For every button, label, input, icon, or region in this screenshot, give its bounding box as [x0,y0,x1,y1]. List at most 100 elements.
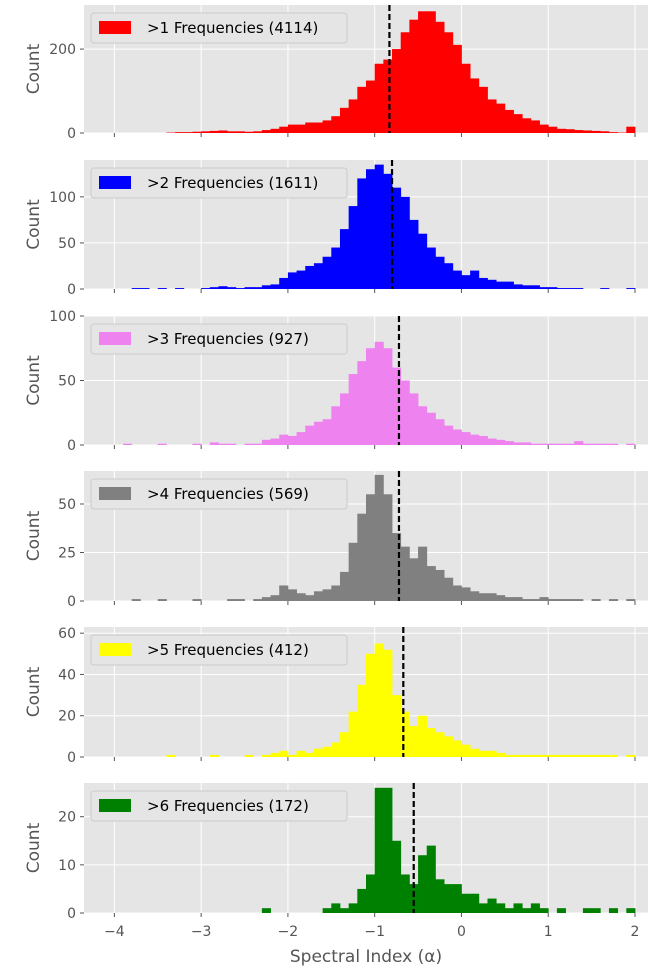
histogram-bar [539,124,549,133]
histogram-bar [157,443,167,445]
histogram-bar [235,131,245,133]
histogram-bar [209,287,219,289]
histogram-bar [157,288,167,289]
histogram-bar [496,903,506,913]
histogram-bar [565,754,575,757]
histogram-bar [444,577,454,601]
histogram-bar [574,599,584,601]
histogram-bar [383,348,393,445]
y-tick-label: 40 [58,667,76,683]
legend: >1 Frequencies (4114) [90,12,348,44]
legend-box [90,790,348,822]
histogram-bar [418,406,428,445]
histogram-bar [600,443,610,445]
legend: >6 Frequencies (172) [90,790,348,822]
histogram-bar [175,288,185,289]
histogram-bar [392,695,402,757]
histogram-bar [296,750,306,757]
histogram-bar [157,599,167,601]
y-tick-label: 100 [49,190,76,206]
histogram-bar [322,908,332,913]
histogram-bar [383,787,393,913]
histogram-bar [209,130,219,133]
histogram-bar [600,754,610,757]
histogram-bar [435,732,445,757]
histogram-bar [470,434,480,445]
histogram-bar [313,591,324,601]
histogram-bar [339,732,350,757]
histogram-bar [244,443,254,445]
histogram-bar [357,86,367,133]
histogram-bar [392,840,402,913]
y-tick-label: 20 [58,810,76,826]
histogram-bar [392,367,402,445]
histogram-bar [357,513,367,601]
histogram-bar [444,263,454,289]
histogram-bar [261,597,271,601]
histogram-bar [487,593,497,601]
histogram-bar [435,256,445,289]
histogram-bar [175,132,185,133]
histogram-bar [574,288,584,289]
histogram-bar [400,546,410,601]
histogram-bar [418,855,428,913]
histogram-panel-4: 0 25 50 Count >4 Frequencies (569) [24,471,648,610]
histogram-bar [496,281,506,289]
histogram-bar [131,599,141,601]
histogram-bar [452,270,462,289]
histogram-bar [513,754,523,757]
legend-label: >6 Frequencies (172) [147,797,309,815]
y-tick-label: 0 [67,594,76,610]
histogram-bar [626,443,636,445]
histogram-bar [383,649,393,757]
histogram-bar [357,888,367,913]
histogram-bar [582,908,592,913]
histogram-bar [400,32,410,134]
y-tick-label: 50 [58,236,76,252]
histogram-bar [244,754,254,757]
histogram-bar [539,597,549,601]
histogram-bar [582,443,592,445]
histogram-bar [227,443,237,445]
histogram-bar [574,130,584,133]
legend-swatch [99,643,131,656]
y-axis-label: Count [24,510,44,561]
histogram-bar [183,132,193,133]
histogram-bar [626,754,636,757]
histogram-bar [270,128,280,133]
histogram-bar [305,752,315,757]
histogram-bar [426,566,436,601]
histogram-bar [366,874,376,913]
histogram-bar [339,229,350,289]
y-tick-label: 100 [49,309,76,325]
histogram-bar [296,124,306,133]
histogram-bar [513,114,523,133]
histogram-bar [209,442,219,445]
histogram-bar [496,595,506,601]
histogram-bar [244,287,254,289]
histogram-bar [287,124,297,133]
histogram-bar [270,595,280,601]
histogram-bar [444,425,454,445]
histogram-bar [487,750,497,757]
histogram-bar [313,421,324,445]
histogram-bar [366,348,376,445]
histogram-bar [504,441,514,445]
legend-label: >4 Frequencies (569) [147,485,309,503]
histogram-bar [496,439,506,445]
histogram-bar [409,726,419,757]
histogram-bar [322,256,332,289]
histogram-bar [513,597,523,601]
histogram-bar [409,219,419,289]
histogram-bar [470,893,480,913]
histogram-bar [539,443,549,445]
histogram-bar [348,711,358,757]
histogram-bar [296,593,306,601]
x-tick-label: −4 [104,924,125,940]
histogram-bar [313,263,324,289]
histogram-panel-2: 0 50 100 Count >2 Frequencies (1611) [24,160,648,298]
histogram-bar [339,393,350,445]
histogram-bar [556,443,566,445]
histogram-bar [461,63,471,133]
